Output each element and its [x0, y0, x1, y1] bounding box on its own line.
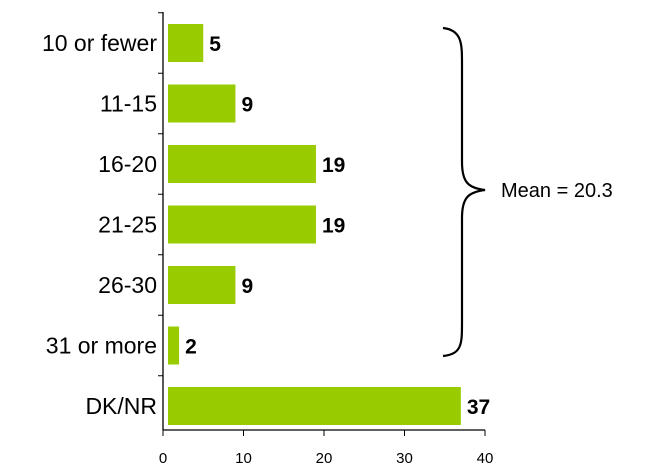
data-label: 9 [241, 94, 253, 117]
category-label: 10 or fewer [42, 30, 157, 56]
category-label: 21-25 [98, 212, 157, 238]
category-label: 11-15 [100, 91, 157, 117]
bar [168, 24, 204, 62]
ticks-layer: 0 10 20 30 40 [158, 12, 494, 467]
data-label: 2 [185, 336, 197, 359]
data-label: 5 [209, 33, 221, 56]
bar [168, 84, 236, 123]
category-label: 31 or more [46, 333, 157, 359]
x-tick-label: 0 [159, 450, 167, 467]
data-label: 9 [241, 275, 253, 298]
bar [168, 326, 180, 365]
x-tick-label: 20 [316, 450, 333, 467]
mean-brace [442, 26, 486, 358]
data-label: 19 [322, 154, 345, 177]
x-tick-label: 30 [396, 450, 413, 467]
bar [168, 205, 316, 244]
bar [168, 266, 236, 304]
data-label: 37 [467, 396, 490, 419]
bar [168, 387, 461, 425]
category-label: 26-30 [98, 272, 157, 298]
mean-annotation: Mean = 20.3 [501, 180, 613, 202]
bar [168, 145, 316, 183]
x-tick-label: 10 [235, 450, 252, 467]
x-tick-label: 40 [477, 450, 494, 467]
category-label: 16-20 [98, 151, 157, 177]
bars-layer: 10 or fewer 5 11-15 9 16-20 19 21-25 19 26-30 9 31… [42, 24, 490, 425]
data-label: 19 [322, 215, 345, 238]
category-label: DK/NR [85, 393, 157, 419]
